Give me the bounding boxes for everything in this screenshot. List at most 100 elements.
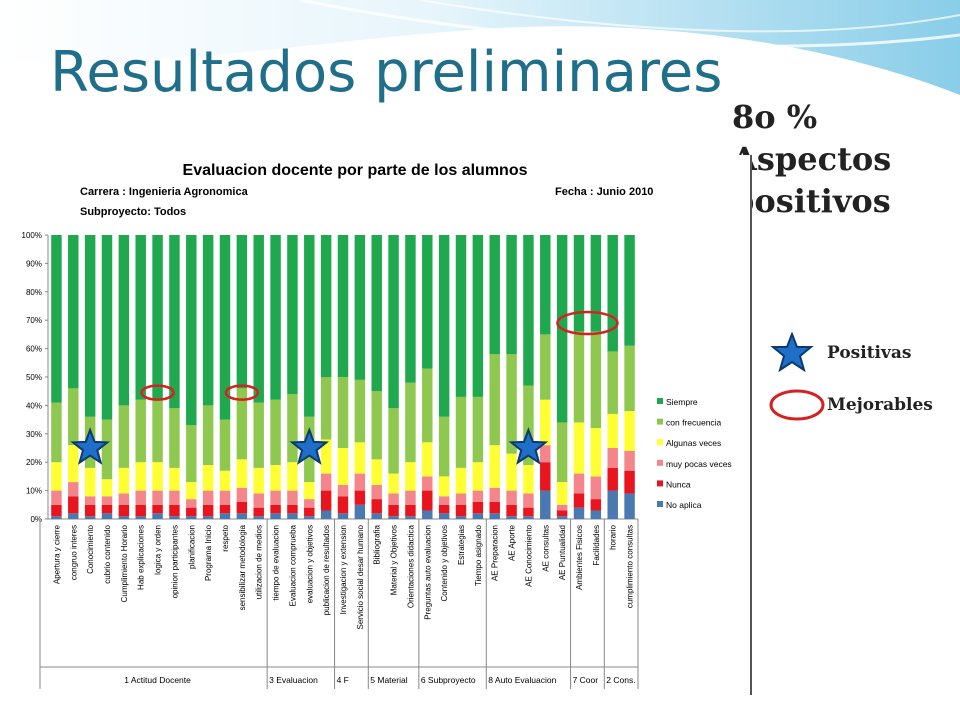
bar-segment (219, 470, 231, 491)
x-tick-label: Facilidades (592, 525, 601, 565)
bar-segment (405, 490, 416, 505)
group-label: 6 Subproyecto (421, 675, 476, 685)
bar-segment (118, 405, 130, 468)
bar-segment (607, 467, 618, 491)
bar-segment (84, 496, 96, 505)
bar-segment (540, 399, 551, 446)
bar-segment (186, 516, 197, 519)
bar-segment (304, 507, 315, 517)
bar-segment (455, 235, 467, 397)
bar-segment (152, 399, 163, 463)
bar-segment (371, 391, 382, 460)
x-tick-label: Ambientes Fisicos (575, 525, 584, 590)
stacked-bar (573, 235, 585, 519)
bar-segment (354, 473, 366, 491)
stacked-bar (68, 235, 79, 519)
y-tick-label: 60% (26, 345, 42, 354)
x-tick-label: cumplimiento consultas (626, 525, 635, 608)
x-axis-groups: 1 Actitud Docente 3 Evaluacion 4 F 5 Materi… (39, 519, 639, 689)
bar-segment (118, 235, 130, 406)
x-tick-label: respeto (221, 524, 230, 551)
annotation-legend: Positivas Mejorables (769, 332, 960, 425)
bar-segment (270, 399, 281, 466)
bar-segment (202, 235, 214, 406)
bar-segment (523, 516, 534, 519)
bar-segment (556, 482, 568, 505)
bar-segment (405, 516, 416, 519)
stacked-bar (337, 235, 349, 519)
bar-segment (51, 516, 62, 519)
bar-segment (287, 394, 298, 463)
bar-segment (624, 235, 635, 346)
bar-segment (422, 510, 433, 519)
header-wave-decoration (0, 0, 960, 95)
bar-segment (219, 490, 231, 505)
stacked-bar (202, 235, 214, 519)
x-tick-label: opinion participantes (170, 525, 179, 598)
x-tick-label: sensibilizar metodologia (238, 524, 247, 610)
bar-segment (472, 501, 484, 514)
bar-segment (337, 377, 349, 448)
x-tick-label: planificacion (187, 525, 196, 569)
bar-segment (489, 487, 500, 502)
x-tick-label: Programa Inicio (204, 524, 213, 581)
bar-segment (68, 445, 79, 483)
x-tick-label: congruo interes (69, 525, 78, 580)
legend-swatch (657, 398, 663, 404)
y-tick-label: 70% (26, 316, 42, 325)
bar-segment (270, 465, 281, 491)
bar-segment (287, 462, 298, 491)
stacked-bar (51, 235, 62, 519)
legend-label: No aplica (666, 500, 702, 510)
bar-segment (51, 402, 62, 463)
bar-segment (556, 422, 568, 483)
bar-segment (101, 496, 113, 505)
bar-segment (152, 490, 163, 505)
star-icon (70, 427, 111, 465)
stacked-bar (135, 235, 146, 519)
bar-segment (354, 379, 366, 443)
bar-segment (236, 487, 248, 502)
circle-icon (769, 389, 825, 421)
bar-segment (624, 450, 635, 471)
bar-segment (169, 235, 180, 409)
bar-segment (388, 473, 399, 494)
bar-segment (573, 422, 585, 474)
bar-segment (68, 235, 79, 389)
bar-segment (270, 504, 281, 514)
stacked-bar (186, 235, 197, 519)
bar-segment (236, 459, 248, 488)
stacked-bar (624, 235, 635, 519)
bar-segment (270, 513, 281, 519)
legend-swatch (657, 501, 663, 507)
bar-segment (51, 490, 62, 505)
bar-segment (337, 496, 349, 514)
bar-segment (118, 516, 130, 519)
bar-segment (253, 516, 264, 519)
bar-segment (422, 442, 433, 477)
bar-segment (438, 513, 450, 519)
x-tick-label: AE Aporte (508, 524, 517, 561)
bar-segment (624, 493, 635, 519)
bar-segment (573, 493, 585, 508)
bar-segment (118, 504, 130, 517)
bar-segment (51, 235, 62, 403)
stacked-bar (253, 235, 264, 519)
bar-segment (253, 467, 264, 494)
bar-segment (438, 235, 450, 417)
x-tick-label: Apertura y cierre (52, 524, 61, 584)
bar-segment (455, 396, 467, 468)
bar-segment (304, 482, 315, 500)
bar-segment (489, 445, 500, 488)
bar-segment (320, 377, 332, 440)
bar-segment (219, 513, 231, 519)
bar-segment (337, 484, 349, 497)
stacked-bar (101, 235, 113, 519)
stacked-bar (354, 235, 366, 519)
stacked-bar (388, 235, 399, 519)
bar-segment (523, 493, 534, 508)
bar-segment (186, 482, 197, 500)
circle-icon (140, 384, 175, 401)
bar-segment (489, 513, 500, 519)
bar-segment (287, 490, 298, 505)
